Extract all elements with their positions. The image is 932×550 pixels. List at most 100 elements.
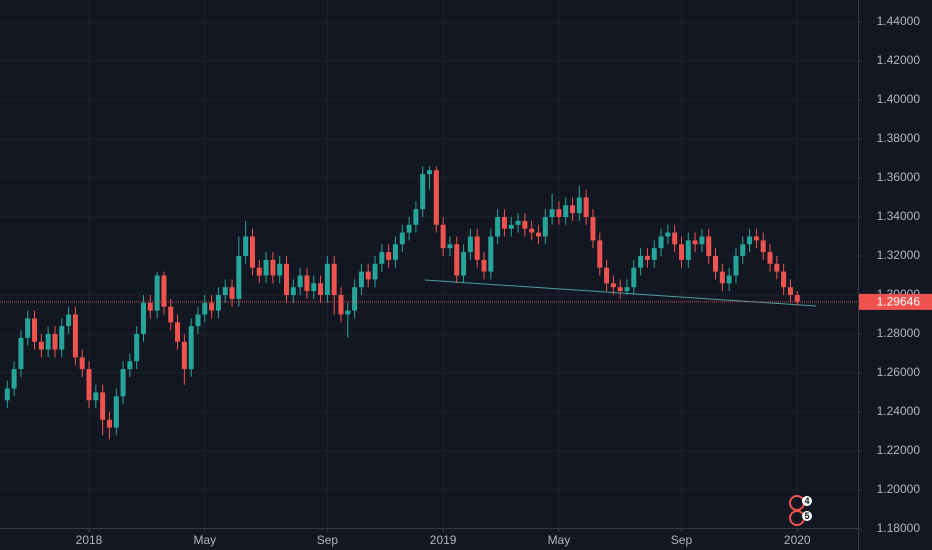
candle-body (576, 197, 582, 214)
candle-body (740, 244, 746, 256)
candle-body (161, 275, 167, 307)
grid (0, 0, 858, 530)
candle-body (86, 369, 92, 401)
candle-body (202, 302, 208, 315)
candle-body (433, 170, 439, 225)
candle-body (38, 341, 44, 350)
candle-body (263, 259, 269, 276)
candle-body (222, 287, 228, 295)
y-axis-panel (858, 0, 932, 550)
candle-body (678, 244, 684, 260)
candle-body (535, 232, 541, 237)
candle-body (358, 271, 364, 288)
candle-body (277, 263, 283, 276)
candle-body (604, 267, 610, 284)
candle-body (175, 322, 181, 342)
y-tick-label: 1.36000 (877, 170, 921, 184)
candle-body (66, 314, 72, 327)
candle-body (352, 287, 358, 311)
candle-body (345, 310, 351, 315)
candle-body (713, 255, 719, 272)
candle-body (719, 271, 725, 284)
candle-body (760, 240, 766, 253)
x-tick-label: Sep (671, 533, 693, 547)
candle-body (685, 240, 691, 260)
candle-body (474, 236, 480, 260)
candle-body (488, 236, 494, 272)
candle-body (188, 326, 194, 370)
price-label-bg (859, 293, 932, 310)
candle-body (168, 306, 174, 323)
candle-body (134, 333, 140, 362)
candle-body (120, 369, 126, 397)
candle-body (243, 236, 249, 256)
x-tick-label: 2019 (430, 533, 457, 547)
y-tick-label: 1.26000 (877, 365, 921, 379)
candle-body (624, 287, 630, 292)
candle-body (515, 220, 521, 225)
candle-body (392, 244, 398, 260)
y-tick-label: 1.32000 (877, 248, 921, 262)
x-tick-label: May (548, 533, 571, 547)
event-badge (789, 495, 805, 511)
candle-body (365, 271, 371, 280)
candle-body (549, 209, 555, 217)
y-tick-label: 1.40000 (877, 92, 921, 106)
candle-body (631, 267, 637, 288)
candle-body (467, 236, 473, 253)
candle-body (522, 220, 528, 229)
candle-body (692, 240, 698, 245)
candle-body (331, 263, 337, 295)
candle-body (733, 255, 739, 276)
candle-body (638, 255, 644, 268)
candle-body (195, 314, 201, 327)
candle-body (440, 224, 446, 249)
candle-body (461, 252, 467, 276)
candle-body (18, 337, 24, 370)
candle-body (617, 287, 623, 292)
candle-body (256, 267, 262, 276)
candle-body (72, 314, 78, 358)
price-label: 1.29646 (877, 295, 921, 309)
candle-body (11, 369, 17, 389)
candle-body (590, 216, 596, 241)
candle-body (672, 232, 678, 245)
candle-body (249, 236, 255, 268)
y-tick-label: 1.28000 (877, 326, 921, 340)
candle-body (570, 205, 576, 214)
candle-body (665, 232, 671, 237)
candles (0, 166, 858, 440)
candle-body (93, 392, 99, 401)
candle-body (644, 255, 650, 260)
y-tick-label: 1.38000 (877, 131, 921, 145)
candle-body (100, 392, 106, 420)
candle-body (304, 275, 310, 292)
candle-body (4, 388, 10, 401)
candle-body (747, 236, 753, 245)
candle-body (236, 255, 242, 299)
candle-body (529, 228, 535, 233)
event-count: 4 (804, 496, 809, 506)
candle-body (447, 244, 453, 249)
candle-body (59, 326, 65, 350)
x-axis-panel (0, 528, 858, 550)
candle-body (767, 252, 773, 264)
candle-body (774, 263, 780, 272)
candle-body (706, 236, 712, 256)
candle-body (141, 302, 146, 334)
candle-body (583, 197, 589, 217)
candle-body (297, 275, 303, 288)
y-tick-label: 1.24000 (877, 404, 921, 418)
candle-body (386, 252, 392, 260)
candle-body (318, 283, 324, 295)
candle-body (215, 294, 221, 311)
y-tick-label: 1.20000 (877, 482, 921, 496)
candle-body (556, 209, 562, 217)
event-count-bg (802, 511, 812, 521)
y-tick-label: 1.18000 (877, 521, 921, 535)
candle-body (508, 224, 514, 229)
candle-body (610, 283, 616, 288)
candle-body (25, 318, 31, 338)
candle-body (781, 271, 787, 288)
candle-body (726, 275, 732, 284)
